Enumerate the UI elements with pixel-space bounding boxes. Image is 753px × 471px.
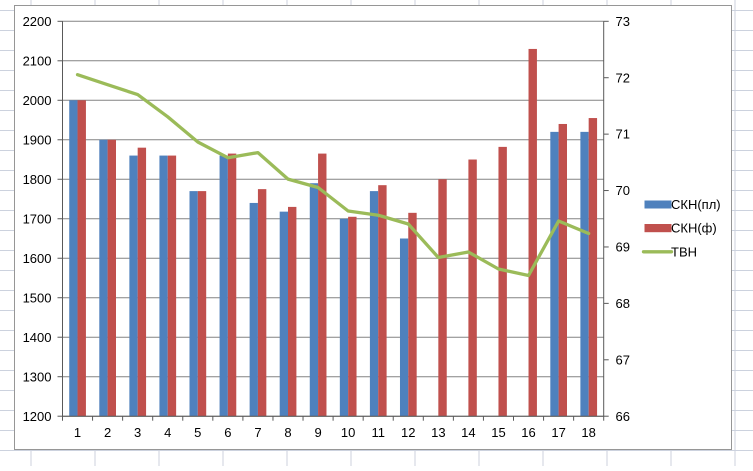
- svg-text:1700: 1700: [23, 211, 52, 226]
- svg-text:9: 9: [314, 425, 321, 440]
- svg-text:71: 71: [616, 127, 630, 142]
- svg-text:70: 70: [616, 183, 630, 198]
- svg-text:6: 6: [224, 425, 231, 440]
- svg-text:1800: 1800: [23, 172, 52, 187]
- svg-text:3: 3: [134, 425, 141, 440]
- svg-text:ТВН: ТВН: [671, 244, 697, 259]
- svg-text:2000: 2000: [23, 93, 52, 108]
- svg-text:10: 10: [341, 425, 355, 440]
- svg-text:2: 2: [104, 425, 111, 440]
- svg-text:2200: 2200: [23, 14, 52, 29]
- svg-text:11: 11: [371, 425, 385, 440]
- svg-text:12: 12: [401, 425, 415, 440]
- svg-text:18: 18: [581, 425, 595, 440]
- svg-text:5: 5: [194, 425, 201, 440]
- svg-text:4: 4: [164, 425, 171, 440]
- svg-text:16: 16: [521, 425, 535, 440]
- svg-text:СКН(ф): СКН(ф): [671, 221, 717, 236]
- svg-text:13: 13: [431, 425, 445, 440]
- svg-text:1200: 1200: [23, 409, 52, 424]
- svg-text:8: 8: [284, 425, 291, 440]
- svg-text:17: 17: [551, 425, 565, 440]
- svg-text:15: 15: [491, 425, 505, 440]
- svg-text:1600: 1600: [23, 251, 52, 266]
- svg-text:2100: 2100: [23, 53, 52, 68]
- svg-text:7: 7: [254, 425, 261, 440]
- svg-text:67: 67: [616, 352, 630, 367]
- svg-text:1400: 1400: [23, 330, 52, 345]
- svg-text:1300: 1300: [23, 369, 52, 384]
- svg-text:69: 69: [616, 240, 630, 255]
- svg-text:68: 68: [616, 296, 630, 311]
- svg-text:72: 72: [616, 70, 630, 85]
- svg-text:1: 1: [74, 425, 81, 440]
- svg-text:СКН(пл): СКН(пл): [671, 197, 721, 212]
- svg-text:66: 66: [616, 409, 630, 424]
- svg-text:1900: 1900: [23, 132, 52, 147]
- svg-text:14: 14: [461, 425, 475, 440]
- svg-text:73: 73: [616, 14, 630, 29]
- svg-text:1500: 1500: [23, 290, 52, 305]
